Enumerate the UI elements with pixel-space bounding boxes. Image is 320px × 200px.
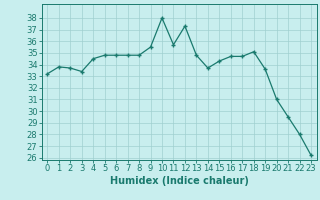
X-axis label: Humidex (Indice chaleur): Humidex (Indice chaleur) xyxy=(110,176,249,186)
